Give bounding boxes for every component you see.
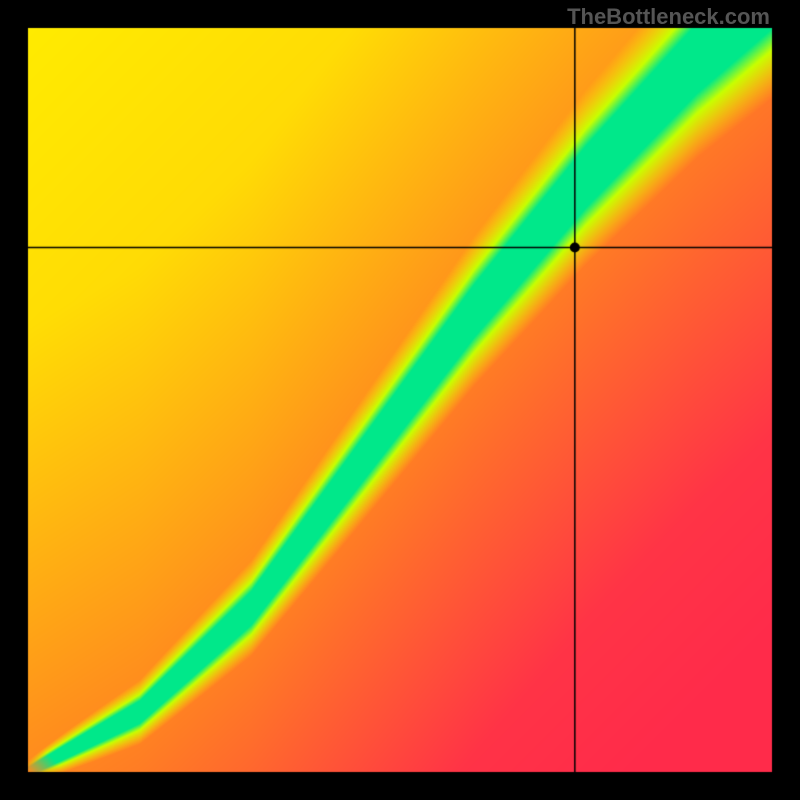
watermark-text: TheBottleneck.com [567,4,770,30]
chart-container: TheBottleneck.com [0,0,800,800]
bottleneck-heatmap [0,0,800,800]
